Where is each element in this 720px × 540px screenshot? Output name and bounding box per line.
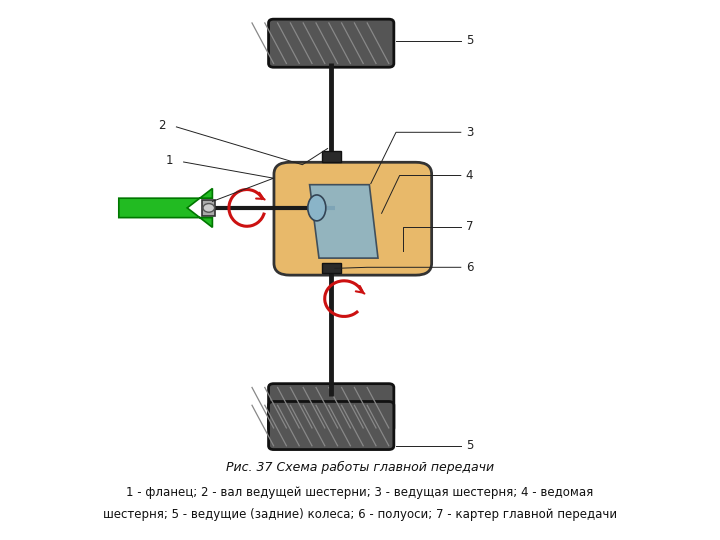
Text: 5: 5 (466, 34, 473, 47)
Bar (322, 263, 341, 273)
Text: шестерня; 5 - ведущие (задние) колеса; 6 - полуоси; 7 - картер главной передачи: шестерня; 5 - ведущие (задние) колеса; 6… (103, 508, 617, 521)
FancyBboxPatch shape (269, 402, 394, 449)
Text: Рис. 37 Схема работы главной передачи: Рис. 37 Схема работы главной передачи (226, 461, 494, 474)
Text: 5: 5 (466, 439, 473, 452)
Text: 4: 4 (466, 169, 473, 182)
Text: 1 - фланец; 2 - вал ведущей шестерни; 3 - ведущая шестерня; 4 - ведомая: 1 - фланец; 2 - вал ведущей шестерни; 3 … (127, 486, 593, 499)
Text: 2: 2 (158, 119, 166, 132)
FancyBboxPatch shape (269, 383, 394, 432)
Polygon shape (310, 185, 378, 258)
Ellipse shape (308, 195, 325, 221)
Text: 1: 1 (166, 154, 173, 167)
FancyBboxPatch shape (269, 19, 394, 67)
FancyBboxPatch shape (274, 162, 431, 275)
Text: 7: 7 (466, 220, 473, 233)
Circle shape (203, 204, 215, 212)
Polygon shape (119, 188, 212, 227)
Bar (202, 200, 215, 216)
Bar (322, 151, 341, 162)
Text: 3: 3 (466, 126, 473, 139)
Text: 6: 6 (466, 261, 473, 274)
